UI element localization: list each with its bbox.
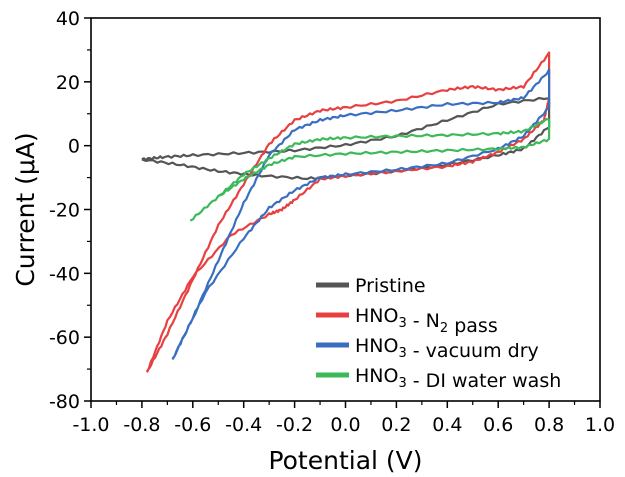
y-tick-label: 0: [68, 136, 80, 158]
series-line-3: [171, 68, 551, 361]
legend-label: Pristine: [355, 275, 426, 297]
legend-label: HNO3 - DI water wash: [355, 365, 561, 392]
x-tick-label: -0.2: [276, 414, 313, 436]
series-layer: [141, 51, 551, 373]
x-tick-label: -1.0: [72, 414, 109, 436]
tick-labels: -1.0 -0.8 -0.6 -0.4 -0.2 0.0 0.2 0.4 0.6 0.8 1.0 40…: [49, 8, 615, 436]
x-tick-label: 0.8: [534, 414, 564, 436]
legend-label: HNO3 - N2 pass: [355, 305, 498, 337]
y-tick-label: 40: [56, 8, 80, 30]
y-tick-label: -20: [49, 200, 80, 222]
x-axis-title: Potential (V): [268, 446, 422, 475]
x-tick-label: -0.8: [123, 414, 160, 436]
y-tick-label: 20: [56, 72, 80, 94]
y-axis-title: Current (μA): [11, 132, 40, 286]
x-tick-label: 0.2: [381, 414, 411, 436]
y-tick-label: -80: [49, 391, 80, 413]
x-tick-label: 0.0: [330, 414, 360, 436]
y-tick-label: -40: [49, 263, 80, 285]
series-line-4: [189, 117, 551, 222]
legend-label: HNO3 - vacuum dry: [355, 335, 539, 362]
x-tick-label: 0.4: [432, 414, 462, 436]
x-tick-label: -0.4: [225, 414, 262, 436]
x-tick-label: 1.0: [585, 414, 615, 436]
x-tick-label: 0.6: [483, 414, 513, 436]
series-line-1: [141, 96, 551, 181]
axis-ticks: [84, 17, 601, 408]
x-tick-label: -0.6: [174, 414, 211, 436]
y-tick-label: -60: [49, 327, 80, 349]
